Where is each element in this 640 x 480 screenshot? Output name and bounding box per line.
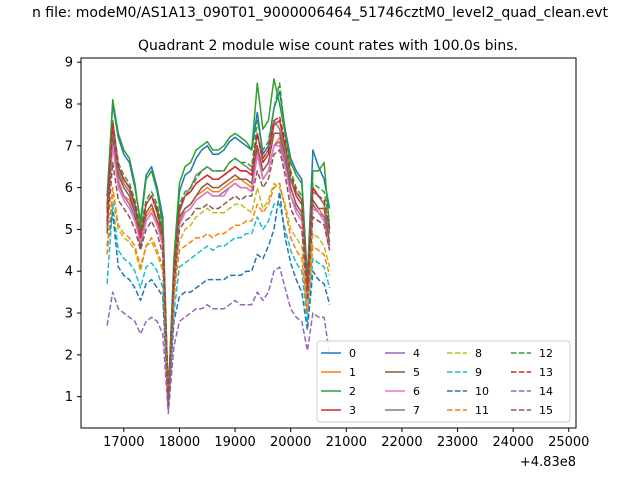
y-tick-label: 6 — [65, 181, 73, 196]
series-11-line — [106, 182, 331, 406]
x-tick-label: 21000 — [326, 435, 367, 450]
legend-label-14: 14 — [539, 385, 553, 398]
plot-frame — [80, 57, 577, 429]
x-tick-label: 25000 — [548, 435, 589, 450]
legend-label-9: 9 — [475, 366, 482, 379]
y-tick-label: 9 — [65, 56, 73, 71]
series-15-line — [106, 149, 331, 406]
x-axis: 17000 18000 19000 20000 21000 22000 23000 24000… — [103, 428, 589, 450]
y-tick-label: 7 — [65, 139, 73, 154]
y-tick-label: 2 — [65, 348, 73, 363]
legend-label-3: 3 — [349, 404, 356, 417]
chart-title: Quadrant 2 module wise count rates with … — [138, 38, 518, 54]
x-tick-label: 17000 — [103, 435, 144, 450]
series-layer — [106, 78, 331, 415]
y-tick-label: 8 — [65, 97, 73, 112]
x-tick-label: 19000 — [214, 435, 255, 450]
y-tick-label: 4 — [65, 265, 73, 280]
legend-label-1: 1 — [349, 366, 356, 379]
legend-label-7: 7 — [413, 404, 420, 417]
series-6-line — [106, 145, 331, 402]
x-tick-label: 20000 — [270, 435, 311, 450]
x-tick-label: 22000 — [381, 435, 422, 450]
series-8-line — [106, 182, 331, 406]
legend-label-13: 13 — [539, 366, 553, 379]
legend-label-11: 11 — [475, 404, 489, 417]
x-tick-label: 18000 — [159, 435, 200, 450]
legend-label-2: 2 — [349, 385, 356, 398]
series-10-line — [106, 191, 331, 410]
series-14-line — [106, 266, 331, 415]
x-tick-label: 24000 — [492, 435, 533, 450]
legend-label-4: 4 — [413, 347, 420, 360]
series-5-line — [106, 132, 331, 406]
legend-label-10: 10 — [475, 385, 489, 398]
legend-label-15: 15 — [539, 404, 553, 417]
legend-label-6: 6 — [413, 385, 420, 398]
series-2-line — [106, 78, 331, 398]
series-13-line — [106, 115, 331, 402]
y-tick-label: 3 — [65, 307, 73, 322]
figure-suptitle: n file: modeM0/AS1A13_090T01_9000006464_… — [32, 5, 609, 21]
legend-label-0: 0 — [349, 347, 356, 360]
x-offset-label: +4.83e8 — [520, 455, 576, 470]
series-9-line — [106, 203, 331, 410]
y-tick-label: 1 — [65, 390, 73, 405]
legend-label-8: 8 — [475, 347, 482, 360]
legend-label-12: 12 — [539, 347, 553, 360]
legend-label-5: 5 — [413, 366, 420, 379]
y-tick-label: 5 — [65, 223, 73, 238]
x-tick-label: 23000 — [437, 435, 478, 450]
y-axis: 1 2 3 4 5 6 7 8 9 — [65, 56, 81, 405]
legend-box — [316, 340, 571, 423]
series-12-line — [106, 82, 331, 402]
